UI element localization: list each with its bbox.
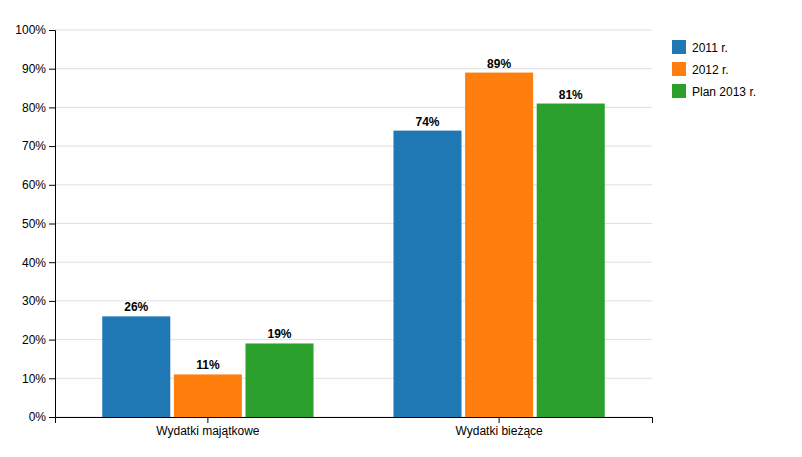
legend-item: 2011 r. <box>672 40 728 55</box>
axis-line <box>56 418 653 424</box>
data-label: 81% <box>559 88 583 102</box>
x-axis: Wydatki majątkowe Wydatki bieżące <box>56 417 653 438</box>
tick-mark <box>49 69 55 70</box>
legend-swatch <box>672 62 686 76</box>
grid-line <box>55 68 652 69</box>
tick-label: 30% <box>22 294 46 308</box>
tick-label: 20% <box>22 333 46 347</box>
tick-mark <box>49 301 55 302</box>
y-axis: 0% 10% 20% 30% 40% 50% 60% 70% 80% 90% 100% <box>15 23 55 424</box>
chart: 0% 10% 20% 30% 40% 50% 60% 70% 80% 90% 100% Wydatki… <box>0 0 802 457</box>
tick-mark <box>49 417 55 418</box>
tick-label: 100% <box>15 23 46 37</box>
tick: 40% <box>22 256 55 270</box>
tick: 100% <box>15 23 55 37</box>
tick-label: 40% <box>22 256 46 270</box>
tick-mark <box>49 146 55 147</box>
legend-label: 2011 r. <box>692 41 728 55</box>
data-label: 26% <box>124 300 148 314</box>
tick-mark <box>499 417 500 423</box>
tick-mark <box>207 417 208 423</box>
tick: 80% <box>22 101 55 115</box>
bar <box>245 343 313 417</box>
legend-label: Plan 2013 r. <box>692 85 756 99</box>
bar <box>174 374 242 417</box>
grid <box>55 30 652 417</box>
tick-label: 50% <box>22 217 46 231</box>
tick-mark <box>49 224 55 225</box>
tick-mark <box>49 185 55 186</box>
tick-mark <box>49 378 55 379</box>
axis-line <box>49 31 56 418</box>
tick-mark <box>49 262 55 263</box>
tick-label: 0% <box>29 410 47 424</box>
tick-label: 10% <box>22 372 46 386</box>
data-label: 74% <box>415 115 439 129</box>
data-label: 19% <box>267 327 291 341</box>
plot: 0% 10% 20% 30% 40% 50% 60% 70% 80% 90% 100% Wydatki… <box>15 23 652 437</box>
tick-mark <box>49 107 55 108</box>
tick: 0% <box>29 410 55 424</box>
bars <box>102 73 604 417</box>
tick-label: 70% <box>22 139 46 153</box>
tick: 90% <box>22 62 55 76</box>
tick: 10% <box>22 372 55 386</box>
legend-item: 2012 r. <box>672 62 729 77</box>
tick-label: 60% <box>22 178 46 192</box>
tick: Wydatki bieżące <box>455 417 543 438</box>
grid-line <box>55 30 652 31</box>
tick-label: Wydatki majątkowe <box>156 424 260 438</box>
tick-label: Wydatki bieżące <box>455 424 543 438</box>
tick: 70% <box>22 139 55 153</box>
tick-label: 90% <box>22 62 46 76</box>
tick: 50% <box>22 217 55 231</box>
bar <box>102 316 170 417</box>
legend-swatch <box>672 84 686 98</box>
tick: 60% <box>22 178 55 192</box>
data-labels: 26% 74% 11% 89% 19% 81% <box>124 57 583 373</box>
tick: 30% <box>22 294 55 308</box>
legend-swatch <box>672 40 686 54</box>
legend-item: Plan 2013 r. <box>672 84 756 99</box>
bar <box>393 131 461 417</box>
legend: 2011 r. 2012 r. Plan 2013 r. <box>672 40 756 99</box>
tick-mark <box>49 340 55 341</box>
tick-mark <box>49 30 55 31</box>
data-label: 11% <box>196 358 220 372</box>
bar <box>537 104 605 417</box>
tick: 20% <box>22 333 55 347</box>
data-label: 89% <box>487 57 511 71</box>
tick-label: 80% <box>22 101 46 115</box>
legend-label: 2012 r. <box>692 63 729 77</box>
bar <box>465 73 533 417</box>
tick: Wydatki majątkowe <box>156 417 260 438</box>
